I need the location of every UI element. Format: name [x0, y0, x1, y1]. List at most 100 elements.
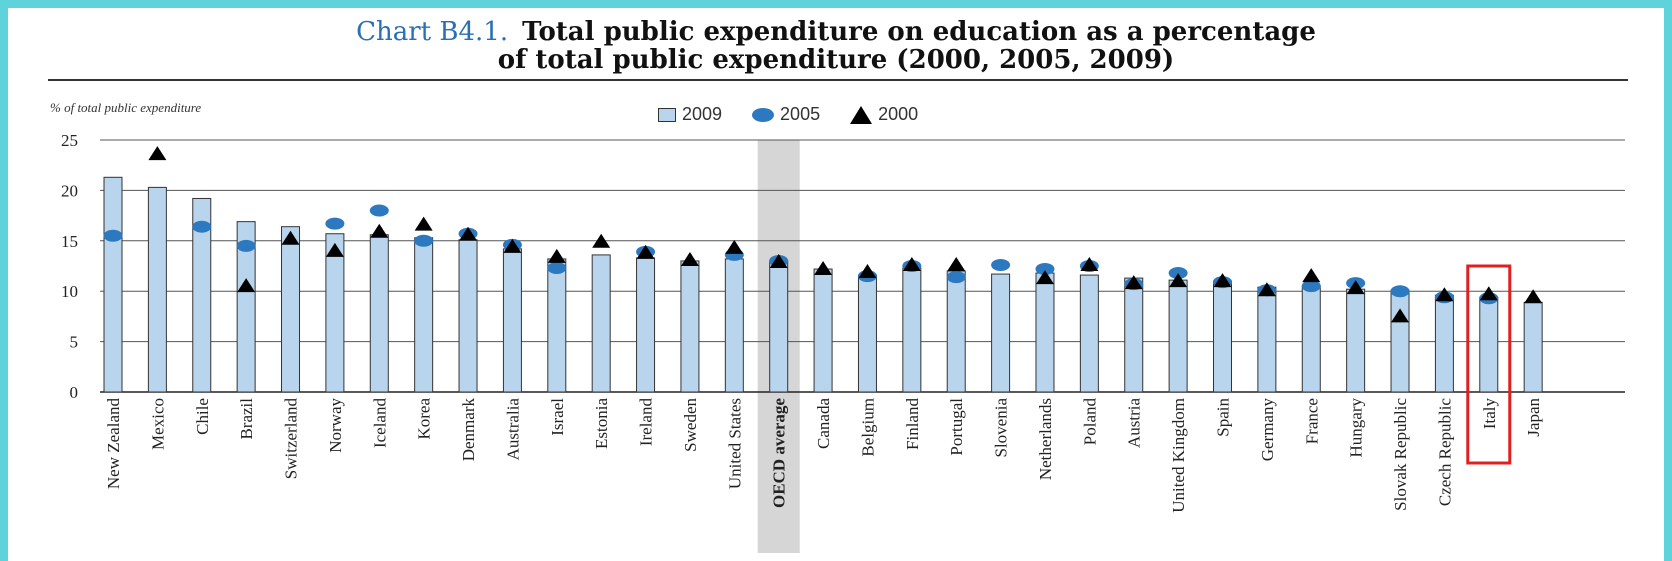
legend-item-2009: 2009 — [658, 104, 722, 125]
legend: 2009 2005 2000 — [658, 104, 940, 125]
bar-slovenia — [991, 273, 1011, 393]
x-tick-label-korea: Korea — [415, 398, 434, 440]
point-2000-finland — [902, 256, 921, 271]
y-tick-label: 15 — [61, 232, 78, 251]
point-2000-italy — [1479, 286, 1498, 301]
bar-sweden — [680, 260, 700, 393]
point-2000-norway — [325, 242, 344, 257]
point-2000-japan — [1524, 289, 1543, 304]
point-2000-mexico — [148, 146, 167, 161]
chart-title-line1: Total public expenditure on education as… — [522, 17, 1316, 47]
x-tick-label-spain: Spain — [1214, 398, 1233, 437]
x-tick-label-czech-republic: Czech Republic — [1435, 398, 1454, 507]
point-2005-slovak-republic — [1390, 285, 1410, 298]
point-2005-norway — [325, 217, 345, 230]
y-axis-label-text: % of total public expenditure — [50, 100, 202, 115]
point-2000-ireland — [636, 244, 655, 259]
x-tick-label-slovak-republic: Slovak Republic — [1391, 398, 1410, 511]
bar-hungary — [1346, 288, 1366, 393]
point-2000-australia — [503, 238, 522, 253]
point-2000-czech-republic — [1435, 287, 1454, 302]
point-2005-korea — [414, 234, 434, 247]
bar-austria — [1124, 277, 1144, 393]
x-tick-label-united-states: United States — [725, 398, 744, 489]
y-tick-label: 10 — [61, 282, 78, 301]
point-2005-portugal — [946, 271, 966, 284]
point-2000-united-kingdom — [1169, 273, 1188, 288]
point-2005-israel — [547, 262, 567, 275]
x-tick-label-portugal: Portugal — [947, 398, 966, 456]
x-tick-label-slovenia: Slovenia — [992, 398, 1011, 458]
bar-mexico — [147, 186, 167, 393]
point-2000-denmark — [459, 226, 478, 241]
x-tick-label-switzerland: Switzerland — [282, 398, 301, 480]
bar-japan — [1523, 301, 1543, 393]
point-2005-chile — [192, 220, 212, 233]
bar-spain — [1213, 280, 1232, 393]
x-tick-label-estonia: Estonia — [592, 398, 611, 449]
x-tick-label-canada: Canada — [814, 398, 833, 449]
y-tick-label: 5 — [70, 333, 79, 352]
point-2000-sweden — [680, 251, 699, 266]
point-2000-belgium — [858, 264, 877, 279]
bar-brazil — [236, 221, 256, 393]
x-tick-label-germany: Germany — [1258, 398, 1277, 462]
point-2005-brazil — [236, 239, 256, 252]
point-2005-netherlands — [1035, 263, 1055, 276]
bar-germany — [1257, 286, 1277, 393]
point-2000-poland — [1080, 256, 1099, 271]
bar-australia — [502, 248, 522, 393]
bar-korea — [414, 237, 434, 393]
point-2000-spain — [1213, 273, 1232, 288]
chart-title: Chart B4.1. Total public expenditure on e… — [0, 18, 1672, 74]
x-tick-label-belgium: Belgium — [858, 398, 877, 457]
bar-canada — [813, 268, 833, 393]
point-2005-france — [1301, 280, 1321, 293]
y-tick-label: 0 — [70, 383, 79, 402]
point-2000-hungary — [1346, 280, 1365, 295]
x-tick-label-japan: Japan — [1524, 398, 1543, 437]
bar-chile — [192, 197, 212, 393]
point-2000-iceland — [370, 223, 389, 238]
title-divider — [48, 79, 1628, 81]
bar-united-states — [724, 258, 744, 393]
x-tick-label-france: France — [1302, 398, 1321, 444]
x-tick-label-austria: Austria — [1125, 398, 1144, 449]
bar-estonia — [591, 254, 611, 393]
bar-finland — [902, 267, 922, 393]
bar-poland — [1079, 274, 1099, 393]
bar-israel — [547, 258, 567, 393]
x-tick-label-norway: Norway — [326, 398, 345, 453]
x-tick-label-australia: Australia — [503, 398, 522, 461]
bar-ireland — [636, 257, 656, 393]
point-2000-switzerland — [281, 230, 300, 245]
bar-switzerland — [281, 226, 301, 393]
legend-triangle-swatch — [850, 105, 873, 124]
bar-oecd-average — [769, 260, 789, 393]
bar-portugal — [946, 270, 966, 393]
x-tick-label-brazil: Brazil — [237, 398, 256, 440]
x-tick-label-new-zealand: New Zealand — [104, 398, 123, 490]
point-2000-korea — [414, 216, 433, 231]
bar-denmark — [458, 239, 478, 393]
y-tick-label: 20 — [61, 181, 78, 200]
legend-item-2000: 2000 — [850, 104, 918, 125]
bar-france — [1301, 285, 1321, 393]
legend-label-2005: 2005 — [780, 104, 821, 124]
point-2005-slovenia — [991, 258, 1011, 271]
point-2005-new-zealand — [103, 229, 123, 242]
point-2000-portugal — [947, 256, 966, 271]
bar-iceland — [369, 234, 389, 393]
chart-title-line2: of total public expenditure (2000, 2005,… — [497, 45, 1175, 75]
y-axis-label: % of total public expenditure — [50, 101, 201, 115]
x-tick-label-italy: Italy — [1480, 398, 1499, 430]
x-tick-label-mexico: Mexico — [148, 398, 167, 450]
bar-united-kingdom — [1168, 279, 1188, 393]
point-2000-slovak-republic — [1391, 308, 1410, 323]
legend-bar-swatch — [658, 107, 676, 122]
bar-norway — [325, 233, 345, 393]
legend-label-2000: 2000 — [878, 104, 919, 124]
point-2000-france — [1302, 268, 1321, 283]
legend-circle-swatch — [752, 107, 775, 122]
